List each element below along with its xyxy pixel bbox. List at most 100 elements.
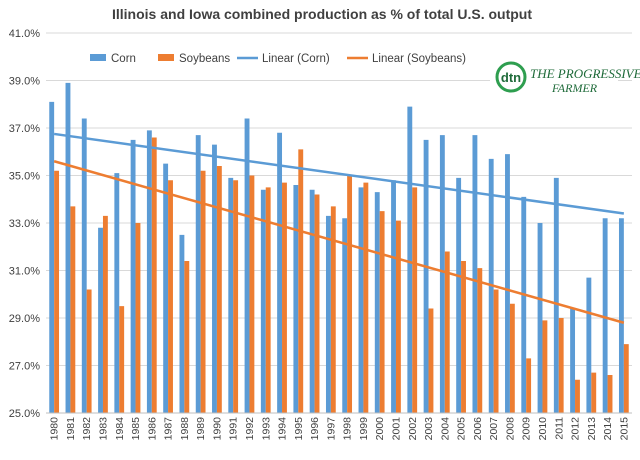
- bar-corn-2008: [505, 154, 510, 413]
- bar-corn-1998: [342, 218, 348, 413]
- bar-corn-2002: [407, 106, 413, 413]
- bar-corn-1986: [146, 130, 152, 413]
- bar-corn-1992: [244, 118, 250, 413]
- bar-soybeans-2002: [412, 187, 418, 414]
- x-tick-label: 2006: [472, 417, 484, 441]
- y-tick-label: 41.0%: [9, 28, 40, 40]
- bar-corn-1983: [98, 227, 103, 413]
- bar-corn-2004: [439, 135, 445, 413]
- bar-corn-1984: [114, 173, 120, 413]
- y-tick-label: 31.0%: [9, 266, 40, 278]
- bar-corn-2001: [391, 180, 396, 413]
- x-tick-label: 2007: [488, 417, 500, 441]
- legend-label-linear-corn: Linear (Corn): [262, 53, 330, 65]
- x-tick-label: 2010: [537, 417, 549, 441]
- x-tick-label: 2009: [521, 417, 533, 441]
- bar-soybeans-1992: [249, 175, 255, 413]
- bar-soybeans-1983: [102, 215, 108, 413]
- bar-corn-2000: [374, 192, 380, 413]
- bar-corn-1980: [49, 101, 55, 414]
- x-tick-label: 1990: [211, 417, 223, 441]
- x-tick-label: 1981: [65, 417, 77, 441]
- x-tick-label: 1995: [293, 417, 305, 441]
- y-tick-label: 25.0%: [9, 408, 40, 420]
- gridlines: [46, 32, 632, 414]
- x-tick-label: 1985: [130, 417, 142, 441]
- bar-corn-1989: [195, 135, 201, 413]
- bar-corn-1987: [163, 163, 169, 414]
- bar-soybeans-1981: [70, 206, 76, 413]
- dtn-progressive-farmer-logo: dtn THE PROGRESSIVE FARMER: [490, 58, 640, 98]
- y-tick-label: 39.0%: [9, 76, 40, 88]
- legend-label-soybeans: Soybeans: [179, 53, 230, 65]
- bar-soybeans-2014: [607, 375, 613, 413]
- y-axis: 25.0% 27.0% 29.0% 31.0% 33.0% 35.0% 37.0% 39.0%…: [9, 28, 40, 420]
- bar-soybeans-2006: [477, 268, 483, 414]
- x-tick-label: 2013: [586, 417, 598, 441]
- y-tick-label: 27.0%: [9, 361, 40, 373]
- bar-soybeans-2011: [558, 318, 564, 413]
- logo-line2: FARMER: [551, 81, 598, 95]
- x-tick-label: 2000: [374, 417, 386, 441]
- x-tick-label: 2015: [618, 417, 630, 441]
- trendline-linear-soybeans-: [53, 160, 625, 324]
- y-tick-label: 37.0%: [9, 123, 40, 135]
- bar-soybeans-2013: [591, 372, 597, 414]
- y-tick-label: 35.0%: [9, 171, 40, 183]
- x-tick-label: 2005: [456, 417, 468, 441]
- x-tick-label: 2011: [553, 417, 565, 440]
- x-axis: 1980 1981 1982 1983 1984 1985 1986 1987 1988 1989…: [46, 412, 632, 441]
- bar-soybeans-1990: [216, 166, 222, 413]
- x-tick-label: 1994: [277, 417, 289, 441]
- bar-corn-2005: [456, 177, 462, 413]
- bar-corn-1993: [260, 189, 266, 413]
- chart-title: Illinois and Iowa combined production as…: [112, 6, 532, 22]
- bar-soybeans-1999: [363, 182, 369, 413]
- x-tick-label: 1982: [81, 417, 93, 441]
- bar-corn-1985: [130, 139, 136, 414]
- dtn-logo-ring: [495, 61, 527, 93]
- trendlines: [53, 132, 625, 324]
- bar-soybeans-1987: [168, 180, 173, 413]
- x-tick-label: 1984: [114, 417, 126, 441]
- bar-corn-2006: [472, 135, 478, 413]
- bar-corn-2012: [570, 308, 576, 413]
- x-tick-label: 2003: [423, 417, 435, 441]
- bar-soybeans-2009: [526, 358, 532, 414]
- bar-soybeans-1994: [282, 182, 287, 413]
- bar-soybeans-2003: [428, 308, 434, 413]
- bar-corn-1999: [358, 187, 364, 414]
- y-tick-label: 33.0%: [9, 218, 40, 230]
- bar-soybeans-1998: [347, 175, 353, 413]
- legend: Corn Soybeans Linear (Corn) Linear (Soyb…: [90, 53, 466, 65]
- bar-corn-1994: [277, 132, 283, 413]
- x-tick-label: 2004: [439, 417, 451, 441]
- bar-soybeans-1988: [184, 261, 190, 413]
- bar-corn-1996: [309, 189, 315, 413]
- legend-label-linear-soybeans: Linear (Soybeans): [372, 53, 466, 65]
- x-tick-label: 1996: [309, 417, 321, 441]
- x-tick-label: 1987: [163, 417, 175, 441]
- bar-soybeans-1982: [86, 289, 92, 413]
- bar-soybeans-2007: [493, 289, 499, 413]
- x-tick-label: 2014: [602, 417, 614, 441]
- bar-soybeans-2015: [623, 344, 629, 414]
- bar-corn-1982: [81, 118, 87, 413]
- bar-corn-2015: [618, 218, 624, 413]
- x-tick-label: 1991: [228, 417, 240, 441]
- trendline-linear-corn-: [53, 132, 625, 215]
- bar-corn-2011: [553, 177, 559, 413]
- x-tick-label: 2012: [570, 417, 582, 441]
- bar-soybeans-1996: [314, 194, 320, 413]
- x-tick-label: 1992: [244, 417, 256, 441]
- x-tick-label: 1988: [179, 417, 191, 441]
- bar-soybeans-2005: [461, 261, 466, 413]
- bar-corn-2013: [586, 277, 592, 414]
- bar-soybeans-2012: [575, 379, 580, 413]
- bar-corn-1991: [228, 177, 234, 413]
- legend-label-corn: Corn: [111, 53, 136, 65]
- legend-swatch-corn: [90, 54, 106, 61]
- bar-soybeans-2004: [444, 251, 450, 413]
- bar-corn-1990: [212, 144, 217, 413]
